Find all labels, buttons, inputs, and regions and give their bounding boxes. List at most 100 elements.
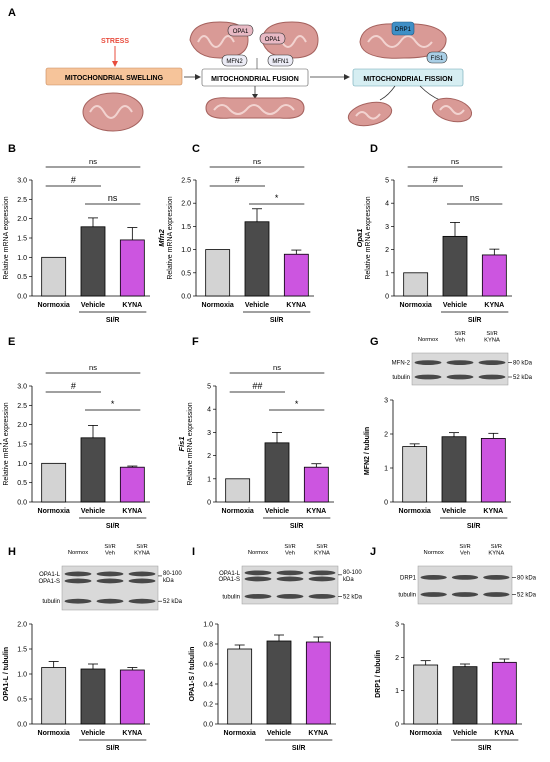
bar-vehicle <box>264 442 290 503</box>
blot-band <box>308 570 336 576</box>
y-tick-label: 3 <box>385 224 389 231</box>
y-tick-label: 0.5 <box>17 697 27 704</box>
y-axis-label: Relative mRNA expression <box>365 196 372 279</box>
significance-label: ns <box>470 193 480 203</box>
y-tick-label: 0.0 <box>181 294 191 301</box>
bar-kyna <box>303 466 329 503</box>
significance-label: ns <box>89 157 97 166</box>
mfn1-label: MFN1 <box>272 59 289 65</box>
drp1-protein-badge <box>391 21 415 36</box>
bar-normoxia <box>227 648 253 725</box>
blot-membrane <box>417 565 513 605</box>
bar-normoxia <box>41 256 67 297</box>
group-label: SI/R <box>292 745 306 752</box>
group-label: SI/R <box>106 745 120 752</box>
chart-h: H 0.0 0.5 1.0 1.5 2.0 OPA1-L / tubulin Normoxia… <box>3 546 150 752</box>
lane-label: SI/R Veh <box>104 544 115 557</box>
band-label: OPA1-S <box>218 577 240 583</box>
panel-letter-a: A <box>8 7 16 19</box>
significance-label: # <box>433 175 438 185</box>
chart-f: F 0 1 2 3 4 5 Fis1 Relative mRNA expression Normo… <box>177 336 334 530</box>
fission-box <box>352 68 464 87</box>
group-label: SI/R <box>467 523 481 530</box>
bar-vehicle <box>266 640 292 725</box>
blot-band <box>451 575 479 580</box>
opa1-protein-badge-2 <box>259 32 286 45</box>
y-tick-label: 1.5 <box>181 224 191 231</box>
group-label: SI/R <box>270 317 284 324</box>
bar-kyna <box>305 641 331 725</box>
y-tick-label: 1.5 <box>17 236 27 243</box>
gene-label: Fis1 <box>177 436 186 451</box>
category-label: Normoxia <box>400 302 432 309</box>
y-tick-label: 0.0 <box>17 294 27 301</box>
category-label: Vehicle <box>442 508 466 515</box>
blot-band <box>128 571 156 577</box>
y-tick-label: 0.4 <box>203 682 213 689</box>
swelling-box <box>45 67 183 86</box>
category-label: Vehicle <box>81 302 105 309</box>
blot-band <box>451 592 479 597</box>
bar-kyna <box>283 253 309 297</box>
y-tick-label: 2 <box>207 453 211 460</box>
band-label: OPA1-S <box>38 579 60 585</box>
stress-label: STRESS <box>101 38 129 45</box>
y-tick-label: 1.0 <box>181 247 191 254</box>
y-tick-label: 0.5 <box>181 270 191 277</box>
bar-kyna <box>119 466 145 503</box>
y-tick-label: 5 <box>207 384 211 391</box>
group-label: SI/R <box>106 523 120 530</box>
y-tick-label: 2.0 <box>17 216 27 223</box>
opa1-label-2: OPA1 <box>265 37 281 43</box>
category-label: Normoxia <box>410 730 442 737</box>
y-tick-label: 2 <box>384 432 388 439</box>
y-axis-label: Relative mRNA expression <box>187 402 194 485</box>
y-tick-label: 0 <box>384 500 388 507</box>
significance-label: * <box>275 193 279 203</box>
band-label: OPA1-L <box>219 571 241 577</box>
fission-arrow-right <box>419 85 441 101</box>
y-tick-label: 1 <box>395 688 399 695</box>
bar-kyna <box>491 661 517 725</box>
y-tick-label: 2.5 <box>17 197 27 204</box>
panel-letter: F <box>192 336 199 348</box>
fusion-label: MITOCHONDRIAL FUSION <box>211 76 299 83</box>
lane-label: SI/R Veh <box>459 544 470 557</box>
blot-band <box>308 576 336 582</box>
y-tick-label: 1 <box>385 270 389 277</box>
category-label: KYNA <box>483 508 503 515</box>
y-tick-label: 2 <box>385 247 389 254</box>
fission-label: MITOCHONDRIAL FISSION <box>363 76 452 83</box>
bar-vehicle <box>442 235 468 297</box>
bar-normoxia <box>41 667 67 725</box>
y-tick-label: 3 <box>207 430 211 437</box>
y-axis-label: Relative mRNA expression <box>3 196 10 279</box>
bar-vehicle <box>80 437 106 503</box>
blot-band <box>64 598 92 604</box>
category-label: Vehicle <box>267 730 291 737</box>
kda-label: 52 kDa <box>517 593 537 599</box>
chart-g: G 0 1 2 3 MFN2 / tubulin Normoxia Vehicle KYNA SI… <box>364 336 511 530</box>
category-label: Normoxia <box>202 302 234 309</box>
fis1-label: FIS1 <box>431 56 444 62</box>
y-tick-label: 0.2 <box>203 702 213 709</box>
blot-band <box>244 576 272 582</box>
blot-band <box>96 598 124 604</box>
lane-label: SI/R KYNA <box>134 544 150 557</box>
panel-letter: E <box>8 336 15 348</box>
significance-label: * <box>111 399 115 409</box>
y-axis-label: OPA1-S / tubulin <box>189 647 196 702</box>
group-label: SI/R <box>468 317 482 324</box>
y-axis-label: MFN2 / tubulin <box>364 427 371 475</box>
blot-band <box>128 578 156 584</box>
category-label: KYNA <box>286 302 306 309</box>
bar-kyna <box>119 239 145 297</box>
stress-arrowhead <box>112 61 118 67</box>
category-label: KYNA <box>494 730 514 737</box>
group-label: SI/R <box>290 523 304 530</box>
group-label: SI/R <box>106 317 120 324</box>
arrowhead-3 <box>344 74 350 80</box>
lane-label: SI/R Veh <box>454 331 465 344</box>
bar-normoxia <box>41 462 67 503</box>
